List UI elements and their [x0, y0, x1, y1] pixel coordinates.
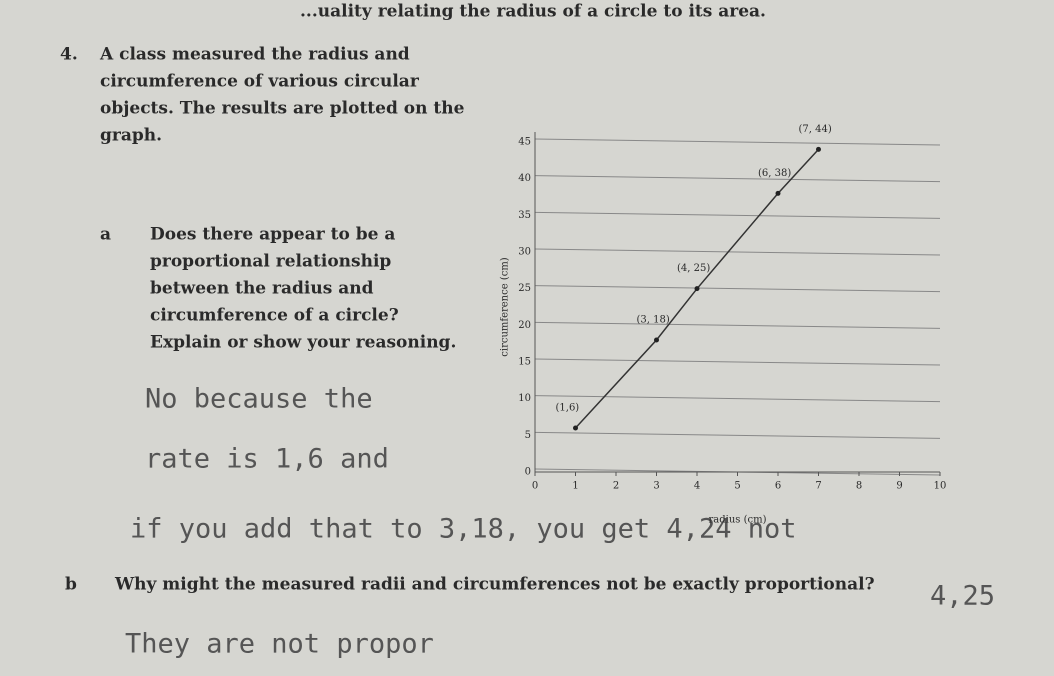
handwritten-answer: rate is 1,6 and [145, 444, 389, 475]
handwritten-answer: 4,25 [930, 581, 995, 612]
data-point [573, 425, 578, 431]
x-tick-label: 8 [856, 481, 862, 492]
part-a-text: circumference of a circle? [150, 306, 399, 326]
x-tick-label: 3 [653, 481, 659, 492]
y-tick-label: 20 [518, 320, 531, 331]
x-tick-label: 10 [934, 481, 947, 492]
grid-line [534, 211, 941, 219]
x-tick-label: 0 [532, 481, 538, 492]
y-tick-label: 15 [518, 357, 531, 368]
question-number: 4. [60, 45, 78, 65]
page-title: ...uality relating the radius of a circl… [300, 2, 766, 22]
x-tick-label: 7 [815, 481, 821, 492]
part-a-text: Does there appear to be a [150, 225, 395, 245]
grid-line [534, 358, 941, 366]
data-point [654, 337, 659, 343]
handwritten-answer: if you add that to 3,18, you get 4,24 no… [130, 514, 796, 545]
y-tick-label: 45 [518, 137, 531, 148]
question-text: circumference of various circular [100, 72, 420, 92]
y-tick-label: 30 [518, 247, 531, 258]
grid-line [534, 175, 941, 183]
point-label: (3, 18) [637, 315, 670, 326]
point-label: (7, 44) [799, 124, 832, 135]
data-point [816, 146, 821, 152]
question-text: objects. The results are plotted on the [100, 99, 465, 119]
handwritten-answer: No because the [145, 384, 373, 415]
part-a-text: Explain or show your reasoning. [150, 333, 456, 353]
grid-line [534, 138, 941, 146]
y-tick-label: 5 [525, 430, 531, 441]
y-axis-label: circumference (cm) [500, 257, 511, 357]
y-tick-label: 40 [518, 173, 531, 184]
handwritten-answer: They are not propor [125, 629, 434, 660]
x-tick-label: 4 [694, 481, 700, 492]
point-label: (6, 38) [758, 168, 791, 179]
question-text: graph. [100, 126, 162, 146]
y-tick-label: 35 [518, 210, 531, 221]
grid-line [534, 285, 941, 293]
part-letter: b [65, 575, 77, 595]
grid-line [534, 431, 941, 439]
grid-line [534, 248, 941, 256]
grid-line [534, 395, 941, 403]
point-label: (1,6) [556, 403, 580, 414]
data-point [775, 190, 781, 196]
question-text: A class measured the radius and [99, 45, 410, 65]
y-tick-label: 25 [518, 283, 531, 294]
y-tick-label: 0 [525, 467, 531, 478]
part-b-text: Why might the measured radii and circumf… [114, 575, 875, 595]
x-tick-label: 2 [613, 481, 619, 492]
x-tick-label: 5 [734, 481, 740, 492]
x-axis-label: radius (cm) [709, 515, 767, 526]
x-tick-label: 9 [896, 481, 902, 492]
part-letter: a [100, 225, 111, 245]
part-a-text: proportional relationship [150, 252, 391, 272]
x-tick-label: 6 [775, 481, 781, 492]
y-tick-label: 10 [518, 393, 531, 404]
x-tick-label: 1 [572, 481, 578, 492]
data-point [694, 286, 700, 292]
point-label: (4, 25) [677, 263, 710, 274]
grid-line [534, 321, 941, 329]
part-a-text: between the radius and [150, 279, 374, 299]
